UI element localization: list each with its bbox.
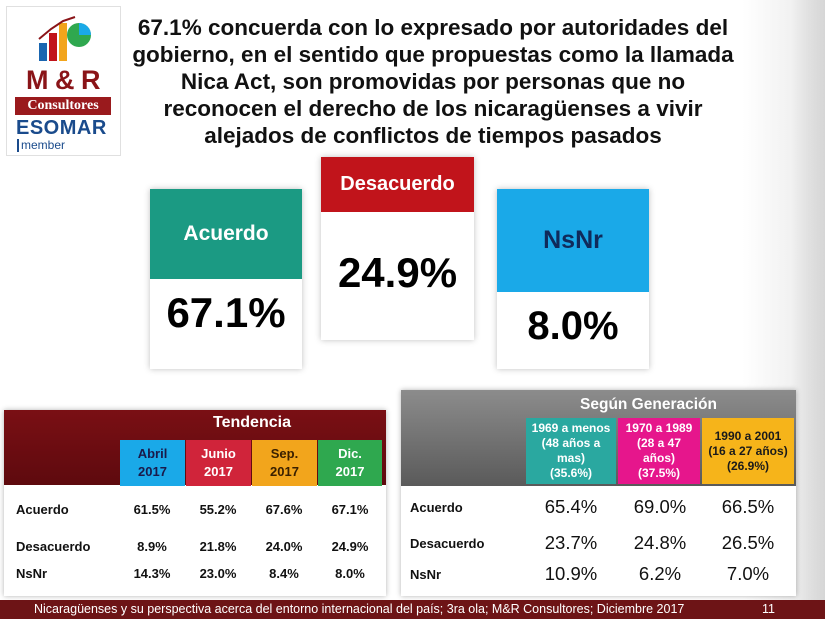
generacion-row-label: NsNr [410,567,442,582]
tendencia-cell: 67.6% [265,502,303,517]
column-month: Sep. [270,446,299,461]
column-line: 1990 a 2001 [714,428,782,443]
tendencia-column-header: Dic. 2017 [318,440,382,486]
column-line: (35.6%) [549,466,593,480]
column-year: 2017 [138,464,167,479]
generacion-table: Según Generación 1969 a menos (48 años a… [401,390,796,596]
generacion-cell: 10.9% [544,563,598,584]
desacuerdo-card: Desacuerdo 24.9% [321,157,474,340]
column-line: 1969 a menos [531,421,611,435]
acuerdo-card-value: 67.1% [166,289,286,336]
column-line: (26.9%) [726,458,770,473]
tendencia-cell: 21.8% [199,539,237,554]
generacion-cell: 66.5% [721,496,775,517]
tendencia-cell: 24.9% [331,539,369,554]
desacuerdo-card-value: 24.9% [337,249,458,296]
column-line: (48 años a [541,436,601,450]
tendencia-row-label: Desacuerdo [16,539,91,554]
nsnr-card: NsNr 8.0% [497,189,649,369]
footer-bar: Nicaragüenses y su perspectiva acerca de… [0,600,825,619]
tendencia-column-header: Sep. 2017 [252,440,317,486]
tendencia-row-label: Acuerdo [16,502,69,517]
member-label: member [17,139,65,152]
tendencia-cell: 14.3% [133,566,171,581]
slide-edge-shade [791,0,825,600]
column-month: Dic. [338,446,362,461]
tendencia-cell: 24.0% [265,539,303,554]
tendencia-cell: 67.1% [331,502,369,517]
tendencia-table: Tendencia Abril 2017 Junio 2017 Sep. 201… [4,410,386,596]
generacion-column-header: 1990 a 2001 (16 a 27 años) (26.9%) [702,418,794,484]
tendencia-column-header: Abril 2017 [120,440,185,486]
generacion-row-label: Acuerdo [410,500,463,515]
acuerdo-card: Acuerdo 67.1% [150,189,302,369]
column-line: 1970 a 1989 [625,421,693,435]
generacion-column-header: 1970 a 1989 (28 a 47 años) (37.5%) [618,418,700,484]
generacion-column-header: 1969 a menos (48 años a mas) (35.6%) [526,418,616,484]
desacuerdo-card-label: Desacuerdo [321,157,474,212]
tendencia-cell: 61.5% [133,502,171,517]
column-year: 2017 [270,464,299,479]
column-line: años) [642,451,675,465]
column-year: 2017 [335,464,365,479]
company-logo: M & R Consultores ESOMAR member [6,6,121,156]
column-year: 2017 [204,464,233,479]
esomar-label: ESOMAR [16,117,107,139]
generacion-cell: 26.5% [721,532,775,553]
column-line: (37.5%) [637,466,681,480]
tendencia-cell: 23.0% [199,566,237,581]
generacion-cell: 23.7% [544,532,598,553]
acuerdo-card-label: Acuerdo [150,189,302,279]
tendencia-cell: 8.9% [137,539,167,554]
tendencia-column-header: Junio 2017 [186,440,251,486]
generacion-title: Según Generación [580,396,717,413]
page-number: 11 [762,602,775,616]
nsnr-card-label: NsNr [497,189,649,292]
column-month: Junio [201,446,236,461]
logo-subtitle: Consultores [15,97,111,115]
generacion-row-label: Desacuerdo [410,536,485,551]
generacion-cell: 6.2% [638,563,682,584]
generacion-cell: 65.4% [544,496,598,517]
footer-source-text: Nicaragüenses y su perspectiva acerca de… [34,602,685,616]
column-line: (28 a 47 [636,436,682,450]
generacion-cell: 69.0% [633,496,687,517]
slide-headline: 67.1% concuerda con lo expresado por aut… [132,15,734,148]
column-month: Abril [137,446,168,461]
logo-name: M & R [26,65,101,95]
column-line: mas) [556,451,585,465]
tendencia-cell: 55.2% [199,502,237,517]
nsnr-card-value: 8.0% [527,304,619,348]
tendencia-cell: 8.0% [335,566,365,581]
column-line: (16 a 27 años) [708,443,788,458]
tendencia-row-label: NsNr [16,566,48,581]
generacion-cell: 7.0% [726,563,770,584]
generacion-cell: 24.8% [633,532,687,553]
tendencia-title: Tendencia [213,414,291,431]
chart-graphic-icon [38,16,91,61]
tendencia-cell: 8.4% [269,566,299,581]
